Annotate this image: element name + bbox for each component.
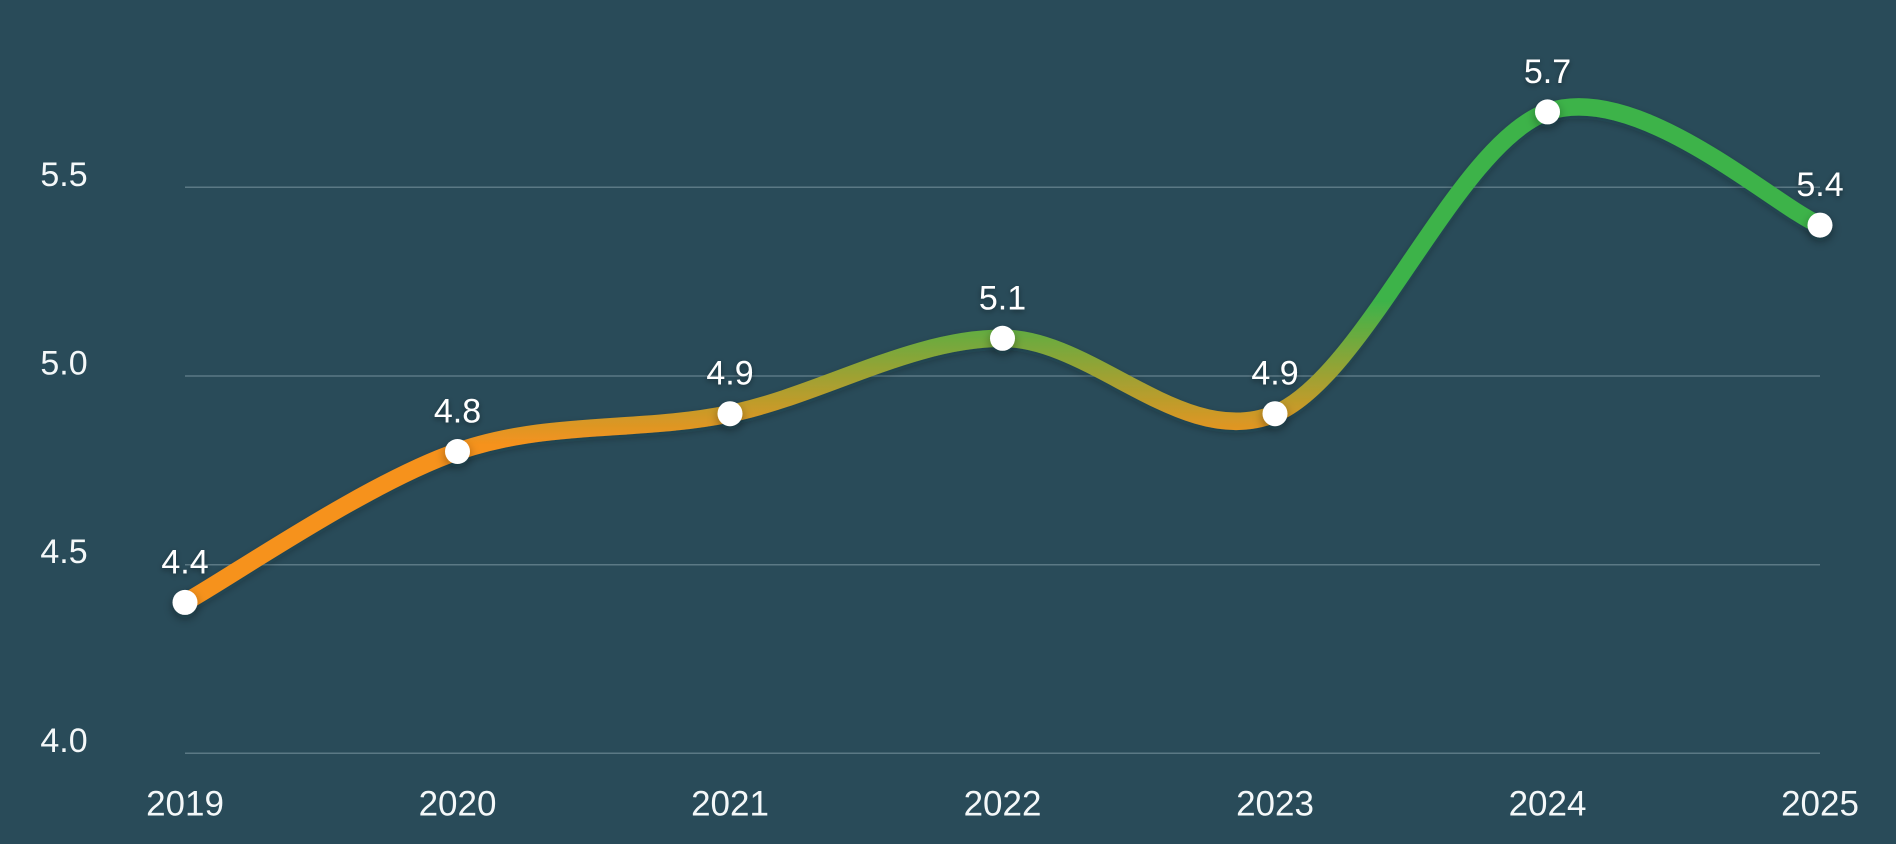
x-axis-tick-label: 2020	[419, 785, 497, 824]
data-points-group	[172, 99, 1833, 615]
data-point-label: 4.9	[706, 355, 753, 393]
data-point	[990, 325, 1015, 351]
data-point	[1262, 401, 1288, 427]
y-axis-tick-label: 5.5	[40, 156, 87, 194]
x-axis-tick-label: 2023	[1236, 785, 1314, 824]
y-axis-tick-label: 4.0	[40, 722, 87, 760]
data-point-label: 4.9	[1251, 355, 1298, 393]
x-axis-tick-label: 2019	[146, 785, 224, 824]
x-axis-labels-group: 2019 2020 2021 2022 2023 2024 2025	[146, 785, 1859, 824]
x-axis-tick-label: 2022	[964, 785, 1042, 824]
data-point	[1535, 99, 1560, 125]
data-point-label: 4.8	[434, 393, 481, 431]
data-point	[445, 439, 470, 464]
series-line	[176, 98, 1829, 612]
data-point	[717, 401, 743, 427]
x-axis-tick-label: 2021	[691, 785, 769, 824]
point-labels-group: 4.4 4.8 4.9 5.1 4.9 5.7 5.4	[161, 53, 1843, 582]
x-axis-tick-label: 2025	[1781, 785, 1859, 824]
y-axis-tick-label: 4.5	[40, 533, 87, 571]
data-point-label: 5.7	[1524, 53, 1571, 91]
data-point-label: 5.1	[979, 279, 1026, 317]
data-point	[172, 589, 198, 615]
x-axis-tick-label: 2024	[1509, 785, 1587, 824]
y-axis-tick-label: 5.0	[40, 345, 87, 383]
data-point-label: 4.4	[161, 543, 208, 581]
data-point-label: 5.4	[1796, 166, 1843, 204]
y-axis-labels-group: 4.0 4.5 5.0 5.5	[40, 156, 87, 760]
gridlines-group	[185, 186, 1820, 755]
data-point	[1807, 212, 1833, 238]
